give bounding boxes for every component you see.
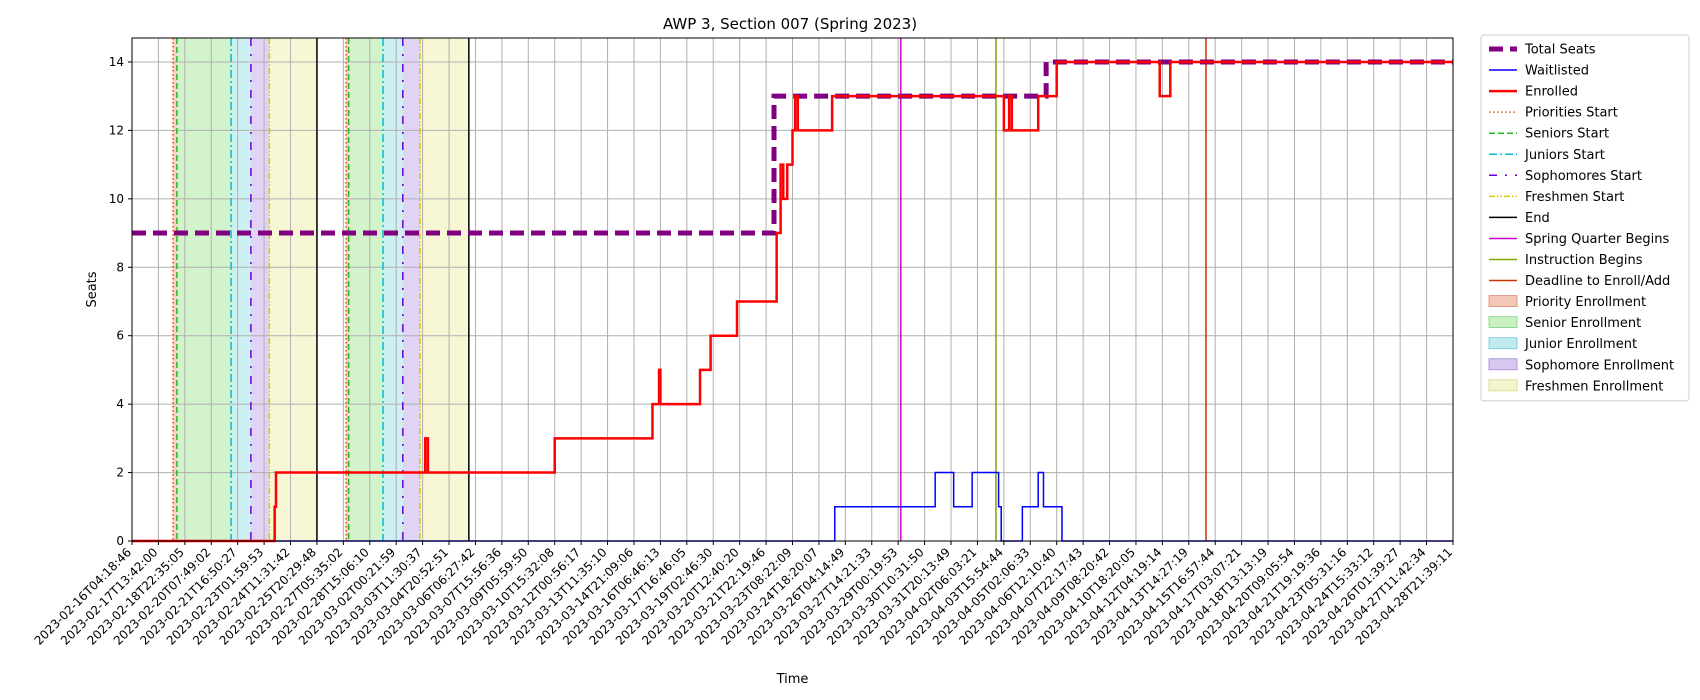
span-senior-enrollment-0 <box>176 38 232 541</box>
legend-label-deadline-to-enroll-add: Deadline to Enroll/Add <box>1525 274 1670 289</box>
legend-label-end: End <box>1525 211 1550 226</box>
legend-label-total-seats: Total Seats <box>1524 43 1596 58</box>
y-tick-label: 6 <box>116 329 124 343</box>
y-tick-label: 2 <box>116 466 124 480</box>
legend-label-instruction-begins: Instruction Begins <box>1525 253 1643 268</box>
span-priority-enrollment-1 <box>346 38 349 541</box>
series-enrolled <box>132 60 1453 543</box>
legend-swatch-junior-enrollment <box>1488 337 1518 350</box>
legend-label-freshmen-start: Freshmen Start <box>1525 190 1624 205</box>
y-tick-label: 8 <box>116 260 124 274</box>
event-lines <box>172 38 1207 541</box>
y-axis-ticks: 0 2 4 6 8 10 12 14 <box>109 55 132 548</box>
legend-label-sophomores-start: Sophomores Start <box>1525 169 1642 184</box>
span-freshmen-enrollment-0 <box>269 38 317 541</box>
legend-label-priorities-start: Priorities Start <box>1525 106 1618 121</box>
y-tick-label: 10 <box>109 192 124 206</box>
y-tick-label: 4 <box>116 397 124 411</box>
legend-label-juniors-start: Juniors Start <box>1524 148 1605 163</box>
y-tick-label: 12 <box>109 123 124 137</box>
enrollment-spans <box>172 38 469 541</box>
legend-label-seniors-start: Seniors Start <box>1525 127 1609 142</box>
series-lines <box>132 59 1453 543</box>
span-sophomore-enrollment-1 <box>402 38 420 541</box>
span-priority-enrollment-0 <box>172 38 177 541</box>
x-axis-ticks: 2023-02-16T04:18:462023-02-17T13:42:0020… <box>32 541 1455 648</box>
span-junior-enrollment-1 <box>382 38 403 541</box>
legend-label-enrolled: Enrolled <box>1525 85 1578 100</box>
legend-label-freshmen-enrollment: Freshmen Enrollment <box>1525 379 1663 394</box>
y-tick-label: 14 <box>109 55 124 69</box>
legend-label-senior-enrollment: Senior Enrollment <box>1525 316 1641 331</box>
legend-label-priority-enrollment: Priority Enrollment <box>1525 295 1646 310</box>
span-junior-enrollment-0 <box>231 38 251 541</box>
legend-label-sophomore-enrollment: Sophomore Enrollment <box>1525 358 1674 373</box>
legend-swatch-freshmen-enrollment <box>1488 379 1518 392</box>
span-senior-enrollment-1 <box>348 38 383 541</box>
legend-label-junior-enrollment: Junior Enrollment <box>1524 337 1637 352</box>
span-sophomore-enrollment-0 <box>250 38 270 541</box>
legend-box <box>1480 34 1690 402</box>
legend-swatch-senior-enrollment <box>1488 316 1518 329</box>
x-axis-label: Time <box>776 672 809 687</box>
y-tick-label: 0 <box>116 534 124 548</box>
legend-label-spring-quarter-begins: Spring Quarter Begins <box>1525 232 1669 247</box>
legend: Total Seats Waitlisted Enrolled Priorities … <box>1480 34 1690 402</box>
legend-swatch-sophomore-enrollment <box>1488 358 1518 371</box>
series-waitlisted <box>132 471 1453 542</box>
chart-title: AWP 3, Section 007 (Spring 2023) <box>663 15 917 33</box>
legend-label-waitlisted: Waitlisted <box>1525 64 1589 79</box>
legend-swatch-priority-enrollment <box>1488 295 1518 308</box>
y-axis-label: Seats <box>85 271 100 307</box>
